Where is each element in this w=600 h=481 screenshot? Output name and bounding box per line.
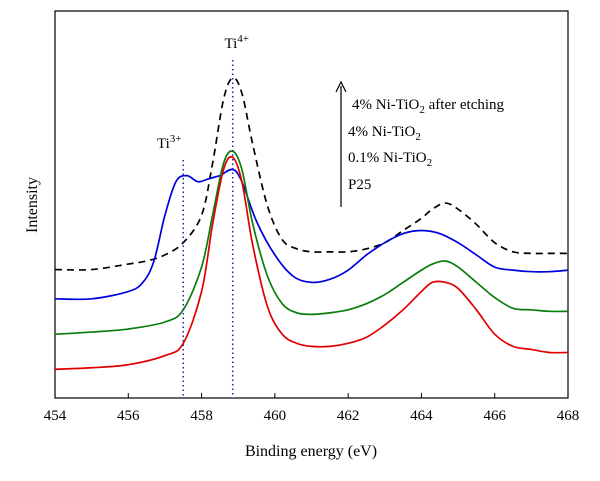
legend-arrow-head <box>335 80 347 93</box>
x-axis-ticks: 454 456 458 460 462 464 466 468 <box>44 393 580 424</box>
peak-label-0: Ti3+ <box>157 133 182 152</box>
x-tick-label-4: 462 <box>337 408 360 424</box>
series-line-1 <box>54 168 569 301</box>
x-tick-label-0: 454 <box>44 408 67 424</box>
x-tick-label-5: 464 <box>410 408 433 424</box>
legend-entry-2: 0.1% Ni-TiO2 <box>348 150 432 169</box>
series-line-3 <box>54 155 569 371</box>
plot-frame <box>54 10 569 399</box>
legend-entry-3: P25 <box>348 177 371 193</box>
series-line-0 <box>54 77 568 271</box>
x-tick-label-1: 456 <box>117 408 140 424</box>
series-layer <box>54 77 569 371</box>
series-line-2 <box>54 150 569 336</box>
peak-marker-layer: Ti3+ Ti4+ <box>157 33 249 398</box>
legend-entry-0: 4% Ni-TiO2 after etching <box>352 97 505 116</box>
x-axis-title: Binding energy (eV) <box>245 443 377 460</box>
y-axis-title: Intensity <box>24 177 41 233</box>
peak-label-1: Ti4+ <box>224 33 249 52</box>
legend-entry-1: 4% Ni-TiO2 <box>348 124 421 143</box>
legend: 4% Ni-TiO2 after etching 4% Ni-TiO2 0.1% N… <box>335 80 505 207</box>
x-tick-label-3: 460 <box>264 408 287 424</box>
x-tick-label-7: 468 <box>557 408 580 424</box>
x-tick-label-6: 466 <box>483 408 506 424</box>
x-tick-label-2: 458 <box>190 408 213 424</box>
